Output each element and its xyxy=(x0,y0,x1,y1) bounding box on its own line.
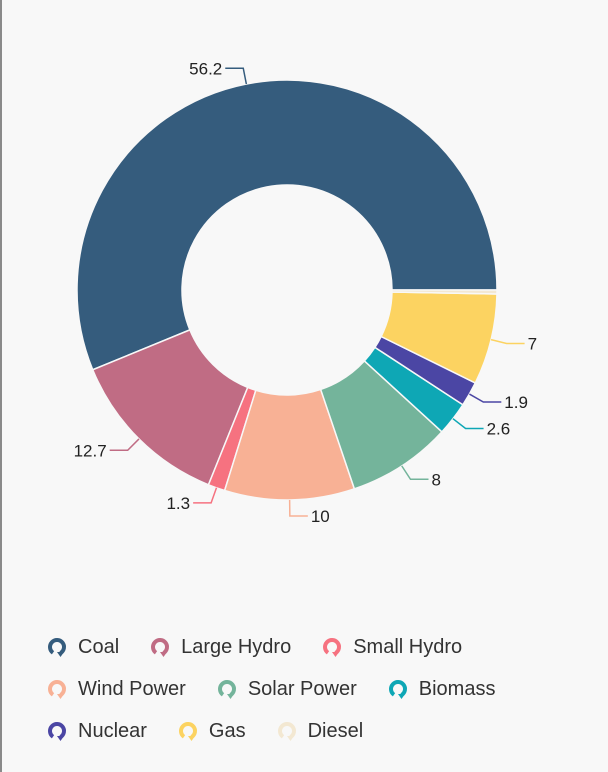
legend-wind-power-icon xyxy=(48,680,66,700)
legend-item-coal[interactable]: Coal xyxy=(46,636,119,659)
leader-line-coal xyxy=(225,67,248,85)
legend-arrow-solar-power xyxy=(226,694,234,700)
legend-label-large-hydro: Large Hydro xyxy=(181,635,292,658)
legend-item-wind-power[interactable]: Wind Power xyxy=(46,678,186,701)
leader-line-biomass xyxy=(452,418,484,430)
legend-ring-nuclear xyxy=(48,722,66,739)
legend-label-wind-power: Wind Power xyxy=(78,677,186,700)
legend-biomass-icon xyxy=(388,680,407,700)
legend-label-gas: Gas xyxy=(208,719,246,742)
legend-row: Wind Power Solar Power Biomass xyxy=(46,668,606,710)
legend-item-biomass[interactable]: Biomass xyxy=(387,677,496,701)
slice-diesel[interactable] xyxy=(391,289,498,295)
legend-arrow-coal xyxy=(57,652,64,658)
donut-chart: 56.2 12.7 1.3 10 8 2.6 1.9 7 xyxy=(74,59,537,526)
legend-label-small-hydro: Small Hydro xyxy=(353,635,463,658)
chart-legend: Coal Large Hydro Small Hydro Wind Power … xyxy=(46,626,606,752)
legend-nuclear-icon xyxy=(48,722,66,742)
legend-item-nuclear[interactable]: Nuclear xyxy=(46,720,147,743)
leader-line-small-hydro xyxy=(193,487,218,504)
data-label-coal: 56.2 xyxy=(189,59,222,78)
data-label-nuclear: 1.9 xyxy=(504,393,528,412)
legend-label-diesel: Diesel xyxy=(307,719,364,742)
legend-arrow-large-hydro xyxy=(160,652,168,658)
legend-arrow-biomass xyxy=(397,694,405,700)
legend-ring-coal xyxy=(48,638,66,655)
legend-item-diesel[interactable]: Diesel xyxy=(276,719,364,743)
legend-ring-gas xyxy=(178,722,197,739)
legend-ring-biomass xyxy=(388,680,407,697)
legend-label-solar-power: Solar Power xyxy=(247,677,357,700)
legend-diesel-icon xyxy=(277,722,296,742)
legend-arrow-wind-power xyxy=(57,694,64,700)
legend-item-gas[interactable]: Gas xyxy=(177,720,246,743)
legend-arrow-gas xyxy=(187,736,195,742)
legend-item-small-hydro[interactable]: Small Hydro xyxy=(321,636,462,659)
legend-arrow-nuclear xyxy=(57,736,64,742)
legend-large-hydro-icon xyxy=(151,638,170,658)
legend-small-hydro-icon xyxy=(323,638,342,658)
leader-line-gas xyxy=(490,338,525,345)
leader-line-nuclear xyxy=(469,393,502,403)
legend-ring-small-hydro xyxy=(323,638,342,655)
leader-line-solar-power xyxy=(401,465,429,481)
legend-ring-solar-power xyxy=(217,680,236,697)
legend-item-solar-power[interactable]: Solar Power xyxy=(216,678,357,701)
legend-ring-wind-power xyxy=(48,680,66,697)
data-label-wind-power: 10 xyxy=(311,507,330,526)
legend-coal-icon xyxy=(48,638,66,658)
legend-solar-power-icon xyxy=(217,680,236,700)
legend-label-biomass: Biomass xyxy=(418,677,496,700)
legend-arrow-diesel xyxy=(286,736,294,742)
legend-item-large-hydro[interactable]: Large Hydro xyxy=(149,636,291,659)
legend-gas-icon xyxy=(178,722,197,742)
legend-row: Nuclear Gas Diesel xyxy=(46,710,606,752)
left-border xyxy=(0,0,2,772)
data-label-gas: 7 xyxy=(528,334,537,353)
legend-row: Coal Large Hydro Small Hydro xyxy=(46,626,606,668)
slice-coal[interactable] xyxy=(76,79,498,371)
legend-ring-large-hydro xyxy=(151,638,170,655)
data-label-biomass: 2.6 xyxy=(487,420,511,439)
leader-line-large-hydro xyxy=(109,438,140,452)
data-label-solar-power: 8 xyxy=(431,470,440,489)
legend-ring-diesel xyxy=(277,722,296,739)
data-label-small-hydro: 1.3 xyxy=(166,494,190,513)
legend-label-coal: Coal xyxy=(78,635,120,658)
leader-line-wind-power xyxy=(288,499,308,517)
legend-arrow-small-hydro xyxy=(332,652,340,658)
data-label-large-hydro: 12.7 xyxy=(74,441,107,460)
legend-label-nuclear: Nuclear xyxy=(78,719,147,742)
